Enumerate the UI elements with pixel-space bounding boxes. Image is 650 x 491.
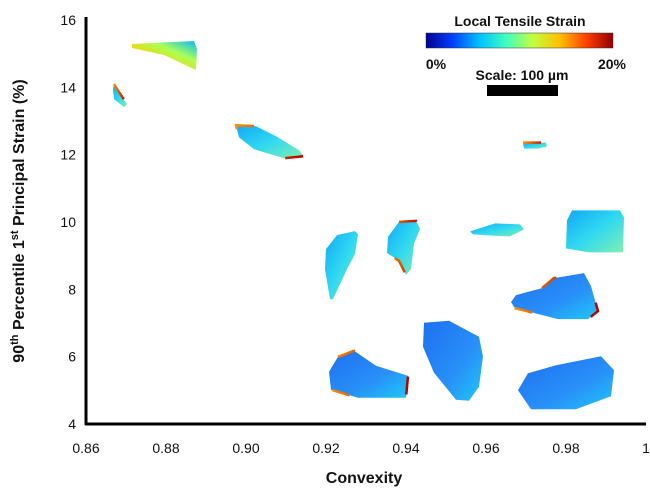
scale-bar-line (487, 85, 558, 96)
particle-layer (111, 41, 624, 410)
y-tick-label: 6 (68, 349, 76, 365)
particle-marker (509, 271, 600, 321)
particle-marker (518, 356, 614, 410)
x-axis-title: Convexity (326, 470, 403, 487)
x-tick-labels: 0.86 0.88 0.90 0.92 0.94 0.96 0.98 1 (72, 440, 650, 456)
particle-shape (329, 350, 408, 398)
particle-shape (236, 125, 304, 159)
colorbar-swatch (425, 32, 614, 49)
particle-marker (566, 210, 624, 253)
x-tick-label: 0.98 (552, 440, 579, 456)
particle-marker (132, 41, 197, 70)
particle-shape (511, 273, 598, 320)
particle-shape (325, 231, 358, 300)
particle-marker (325, 231, 358, 300)
particle-marker (521, 141, 549, 150)
particle-marker (423, 320, 483, 401)
particle-marker (327, 349, 410, 400)
x-tick-label: 0.86 (72, 440, 99, 456)
y-axis-title: 90th Percentile 1st Principal Strain (%) (9, 79, 28, 362)
x-tick-label: 0.94 (392, 440, 419, 456)
x-tick-label: 0.96 (472, 440, 499, 456)
colorbar-max-label: 20% (598, 56, 627, 72)
particle-marker (470, 223, 524, 237)
particle-shape (132, 41, 197, 70)
particle-shape (423, 320, 483, 401)
y-tick-label: 16 (60, 12, 76, 28)
y-tick-label: 8 (68, 281, 76, 297)
x-tick-label: 0.88 (152, 440, 179, 456)
y-tick-label: 4 (68, 416, 76, 432)
particle-shape (387, 220, 420, 275)
y-tick-label: 10 (60, 214, 76, 230)
scale-bar-label: Scale: 100 µm (476, 67, 569, 83)
colorbar-title: Local Tensile Strain (454, 13, 585, 29)
colorbar-min-label: 0% (426, 56, 447, 72)
particle-shape (566, 210, 624, 253)
y-tick-label: 14 (60, 79, 76, 95)
scale-bar: Scale: 100 µm (476, 67, 569, 96)
y-tick-label: 12 (60, 147, 76, 163)
particle-shape (518, 356, 614, 410)
particle-peak-strain-edge (111, 80, 129, 109)
y-tick-labels: 4 6 8 10 12 14 16 (60, 12, 76, 432)
colorbar-legend: Local Tensile Strain 0% 20% (425, 13, 627, 72)
particle-marker (385, 219, 422, 278)
x-tick-label: 0.90 (232, 440, 259, 456)
particle-marker (234, 123, 307, 160)
x-tick-label: 0.92 (312, 440, 339, 456)
particle-shape (470, 223, 524, 237)
particle-marker (111, 80, 129, 109)
particle-shape (523, 142, 547, 149)
x-tick-label: 1 (642, 440, 650, 456)
